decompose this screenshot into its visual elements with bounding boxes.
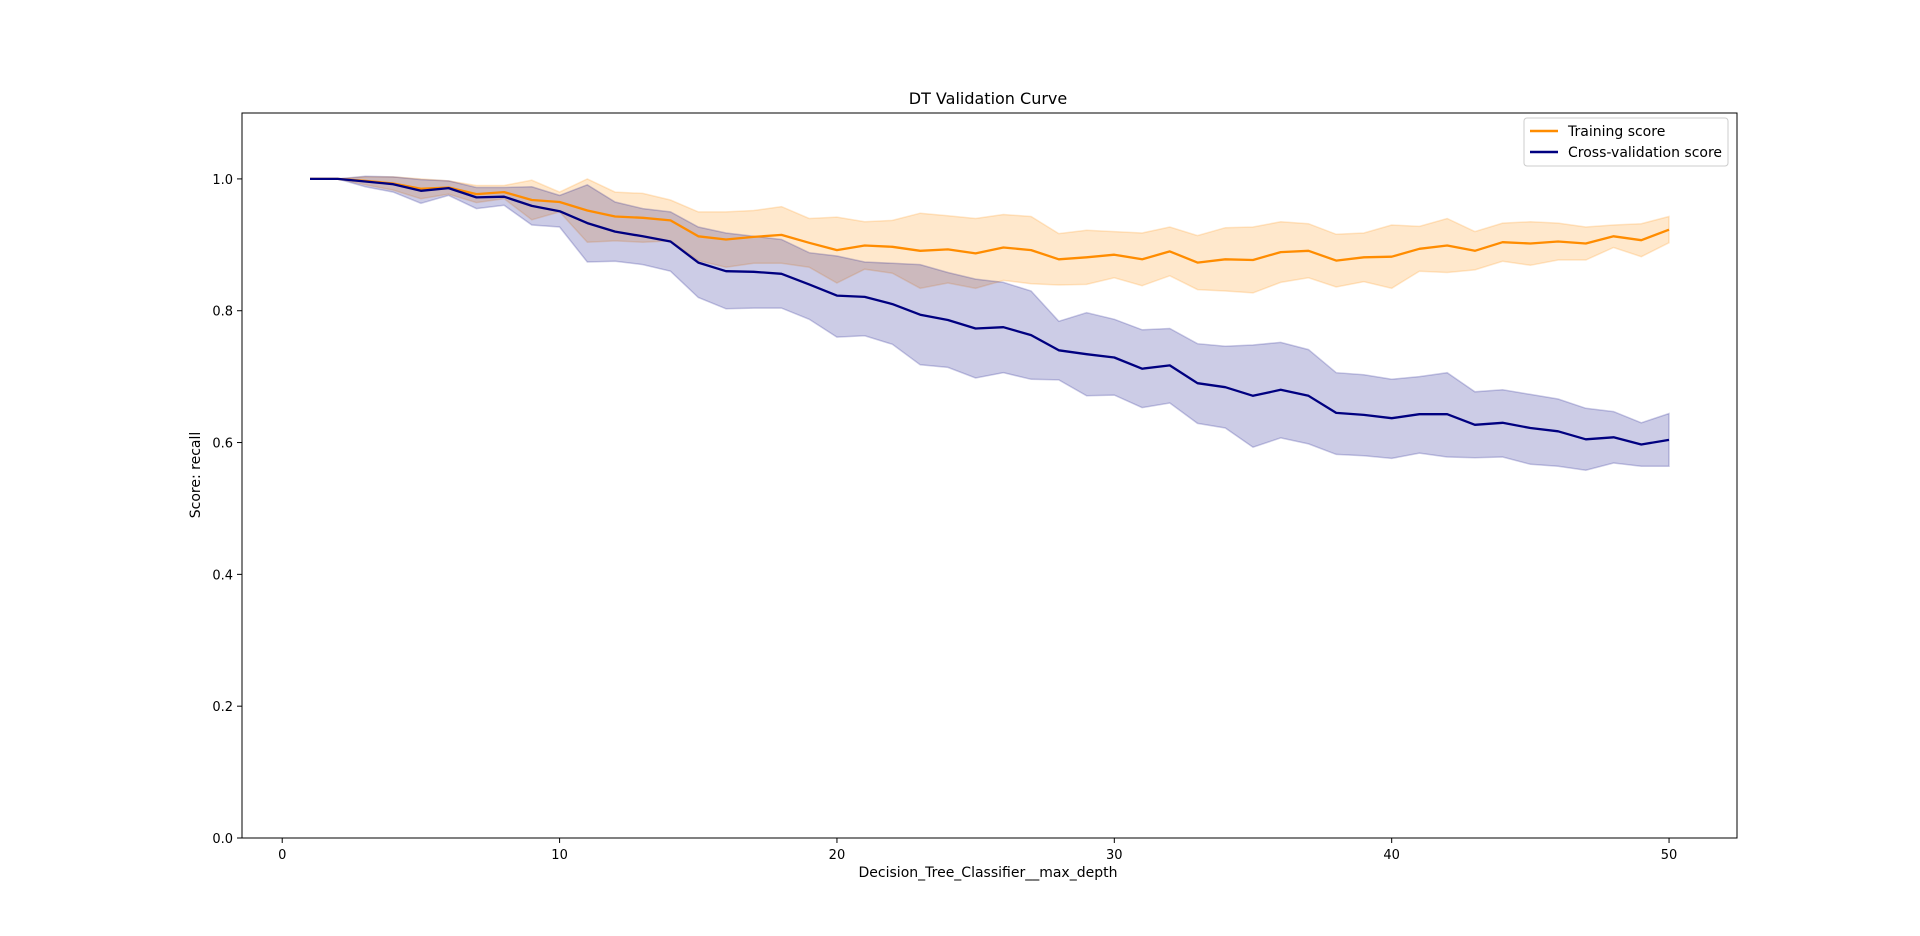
x-tick-label: 0 <box>278 848 286 863</box>
cv-score-line <box>310 177 1670 446</box>
y-tick-label: 0.4 <box>212 568 233 583</box>
y-tick-label: 1.0 <box>212 173 233 188</box>
confidence-bands <box>310 175 1670 471</box>
x-tick-label: 10 <box>551 848 568 863</box>
y-tick-label: 0.8 <box>212 305 233 320</box>
y-tick-label: 0.2 <box>212 700 233 715</box>
legend-label-cv: Cross-validation score <box>1568 145 1722 161</box>
x-tick-label: 20 <box>829 848 846 863</box>
chart-title: DT Validation Curve <box>909 89 1067 108</box>
y-axis-ticks: 0.0 0.2 0.4 0.6 0.8 1.0 <box>212 173 242 847</box>
plot-area-frame <box>241 112 1738 839</box>
legend-frame <box>1523 117 1729 167</box>
y-axis-label: Score: recall <box>188 432 204 519</box>
training-score-line <box>310 177 1670 264</box>
x-axis-ticks: 0 10 20 30 40 50 <box>278 838 1677 863</box>
x-axis-label: Decision_Tree_Classifier__max_depth <box>859 865 1118 881</box>
x-tick-label: 30 <box>1106 848 1123 863</box>
legend-label-training: Training score <box>1567 124 1665 140</box>
series-lines <box>310 177 1670 446</box>
legend: Training score Cross-validation score <box>1523 117 1729 167</box>
x-tick-label: 40 <box>1383 848 1400 863</box>
x-tick-label: 50 <box>1661 848 1678 863</box>
y-tick-label: 0.6 <box>212 437 233 452</box>
y-tick-label: 0.0 <box>212 832 233 847</box>
training-score-band <box>310 176 1670 294</box>
